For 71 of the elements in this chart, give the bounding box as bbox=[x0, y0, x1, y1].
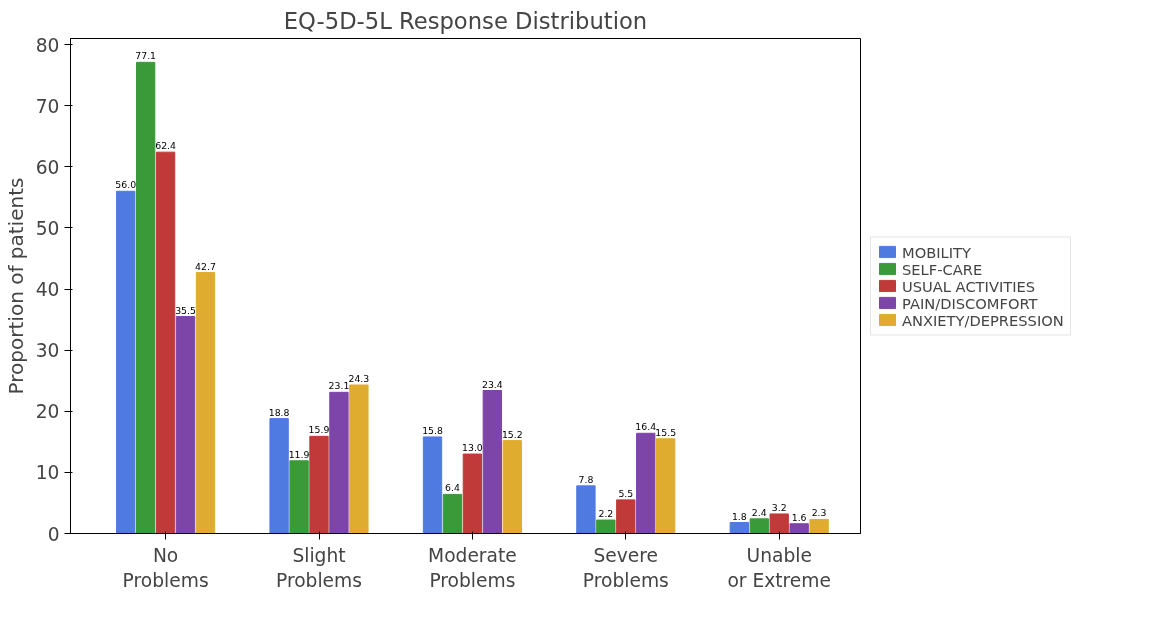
data-label: 2.2 bbox=[598, 508, 614, 520]
data-label: 11.9 bbox=[288, 448, 310, 460]
x-tick-label: Severe Problems bbox=[582, 544, 669, 591]
bar bbox=[269, 418, 289, 534]
data-label: 23.4 bbox=[481, 378, 503, 390]
x-tick-label: Slight Problems bbox=[276, 544, 363, 591]
data-label: 18.8 bbox=[268, 406, 290, 418]
data-label: 2.4 bbox=[751, 506, 767, 518]
y-tick-label: 0 bbox=[47, 523, 60, 545]
y-tick-label: 20 bbox=[35, 401, 60, 423]
data-label: 15.5 bbox=[655, 426, 677, 438]
legend-label: ANXIETY/DEPRESSION bbox=[902, 311, 1064, 328]
bar bbox=[636, 432, 656, 534]
data-label: 2.3 bbox=[811, 507, 827, 519]
data-label: 7.8 bbox=[578, 473, 594, 485]
legend-label: MOBILITY bbox=[902, 243, 971, 260]
bar bbox=[789, 523, 809, 534]
data-label: 16.4 bbox=[635, 421, 657, 433]
data-label: 62.4 bbox=[155, 140, 177, 152]
bar bbox=[749, 518, 769, 534]
x-tick-label: Moderate Problems bbox=[428, 544, 517, 591]
x-tick-label: Unable or Extreme bbox=[727, 544, 831, 591]
data-label: 42.7 bbox=[195, 260, 216, 272]
bar bbox=[596, 519, 616, 534]
bar bbox=[616, 499, 636, 534]
data-label: 24.3 bbox=[348, 373, 370, 384]
y-tick-label: 10 bbox=[35, 462, 60, 484]
bar bbox=[135, 61, 156, 534]
data-label: 23.1 bbox=[328, 380, 350, 392]
bar bbox=[576, 485, 596, 534]
y-tick-label: 40 bbox=[35, 279, 60, 301]
data-label: 3.2 bbox=[771, 501, 787, 513]
y-tick-label: 30 bbox=[35, 340, 60, 362]
bar bbox=[175, 316, 196, 534]
data-label: 1.8 bbox=[731, 510, 747, 522]
bar bbox=[729, 522, 749, 534]
bar bbox=[309, 435, 329, 534]
data-label: 13.0 bbox=[462, 442, 483, 454]
legend-label: USUAL ACTIVITIES bbox=[902, 277, 1036, 294]
bar bbox=[656, 438, 676, 534]
bar bbox=[116, 190, 136, 534]
legend-label: SELF-CARE bbox=[902, 260, 983, 277]
bar bbox=[769, 513, 789, 534]
bar bbox=[289, 460, 309, 534]
bar bbox=[442, 493, 463, 534]
x-tick-label: No Problems bbox=[122, 544, 209, 591]
data-label: 5.5 bbox=[618, 487, 634, 499]
y-axis-title: Proportion of patients bbox=[3, 177, 28, 395]
bar bbox=[462, 453, 483, 534]
y-tick-label: 70 bbox=[35, 95, 60, 117]
bar bbox=[155, 151, 176, 534]
data-label: 15.2 bbox=[501, 428, 523, 440]
data-label: 56.0 bbox=[115, 179, 137, 191]
data-label: 15.9 bbox=[308, 424, 330, 436]
bar bbox=[502, 440, 522, 534]
chart-title: EQ-5D-5L Response Distribution bbox=[283, 7, 648, 34]
legend-label: PAIN/DISCOMFORT bbox=[902, 294, 1038, 311]
bar bbox=[349, 384, 369, 534]
bar bbox=[422, 436, 443, 534]
y-tick-label: 50 bbox=[35, 217, 60, 239]
bar bbox=[329, 391, 349, 534]
bar bbox=[809, 518, 829, 534]
bar bbox=[482, 390, 503, 534]
data-label: 1.6 bbox=[791, 511, 807, 523]
data-label: 15.8 bbox=[422, 424, 443, 436]
data-label: 6.4 bbox=[445, 482, 460, 494]
bar bbox=[195, 272, 216, 534]
y-tick-label: 80 bbox=[35, 34, 60, 56]
data-label: 77.1 bbox=[135, 50, 157, 62]
data-label: 35.5 bbox=[175, 304, 196, 316]
y-tick-label: 60 bbox=[35, 156, 60, 178]
